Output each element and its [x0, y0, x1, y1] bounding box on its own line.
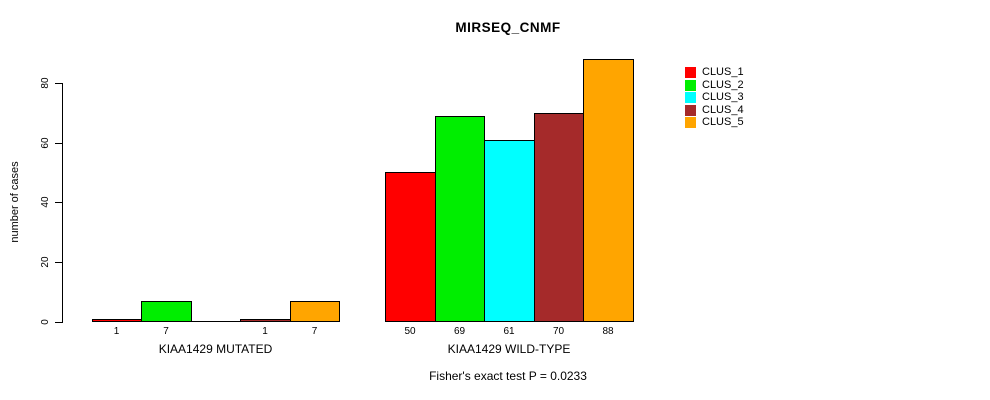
legend-item: CLUS_3	[685, 92, 744, 103]
fishers-test-annotation: Fisher's exact test P = 0.0233	[429, 369, 587, 383]
legend-swatch-clus-5	[685, 117, 696, 128]
bar-value-label: 70	[552, 326, 565, 337]
y-tick-label: 0	[40, 319, 51, 325]
y-tick-mark	[55, 143, 62, 144]
legend-item: CLUS_1	[685, 67, 744, 78]
y-axis-label: number of cases	[9, 161, 21, 243]
bar-clus-1-group0	[92, 319, 142, 322]
group-label-kiaa1429-wild-type: KIAA1429 WILD-TYPE	[447, 342, 571, 356]
legend-label: CLUS_1	[702, 66, 744, 78]
bar-value-label: 50	[404, 326, 416, 337]
chart-title: MIRSEQ_CNMF	[455, 20, 561, 35]
y-tick-label: 20	[40, 256, 51, 268]
bar-clus-2-group0	[141, 301, 192, 322]
y-tick-mark	[55, 262, 62, 263]
y-tick-mark	[55, 322, 62, 323]
legend-label: CLUS_4	[702, 103, 744, 116]
legend-item: CLUS_4	[685, 103, 744, 116]
bar-clus-5-group0	[290, 301, 340, 322]
y-tick-label: 40	[40, 196, 51, 208]
y-tick-mark	[55, 202, 62, 203]
bar-value-label: 7	[163, 326, 169, 337]
bar-value-label: 69	[453, 326, 466, 337]
legend-swatch-clus-1	[685, 67, 696, 78]
y-tick-label: 60	[40, 137, 51, 149]
legend-label: CLUS_2	[702, 78, 744, 91]
legend: CLUS_1 CLUS_2 CLUS_3 CLUS_4 CLUS_5	[685, 67, 744, 130]
legend-item: CLUS_2	[685, 78, 744, 91]
bar-clus-3-group0	[191, 321, 241, 322]
legend-item: CLUS_5	[685, 117, 744, 128]
bar-clus-5-group1	[583, 59, 634, 322]
bar-value-label: 7	[311, 326, 318, 337]
bar-clus-2-group1	[435, 116, 485, 322]
bar-value-label: 61	[503, 326, 515, 337]
bar-value-label: 1	[262, 326, 268, 337]
bar-clus-3-group1	[484, 140, 535, 322]
bar-value-label: 1	[113, 326, 120, 337]
legend-label: CLUS_3	[702, 91, 744, 103]
bar-clus-4-group0	[240, 319, 291, 322]
y-tick-label: 80	[40, 77, 51, 89]
legend-swatch-clus-4	[685, 104, 696, 116]
y-axis-line	[62, 83, 63, 323]
bar-clus-4-group1	[534, 113, 584, 322]
bar-value-label: 88	[602, 326, 614, 337]
y-tick-mark	[55, 83, 62, 84]
legend-swatch-clus-3	[685, 92, 696, 103]
legend-label: CLUS_5	[702, 116, 744, 128]
bar-clus-1-group1	[385, 172, 436, 322]
legend-swatch-clus-2	[685, 79, 696, 91]
group-label-kiaa1429-mutated: KIAA1429 MUTATED	[158, 342, 273, 356]
